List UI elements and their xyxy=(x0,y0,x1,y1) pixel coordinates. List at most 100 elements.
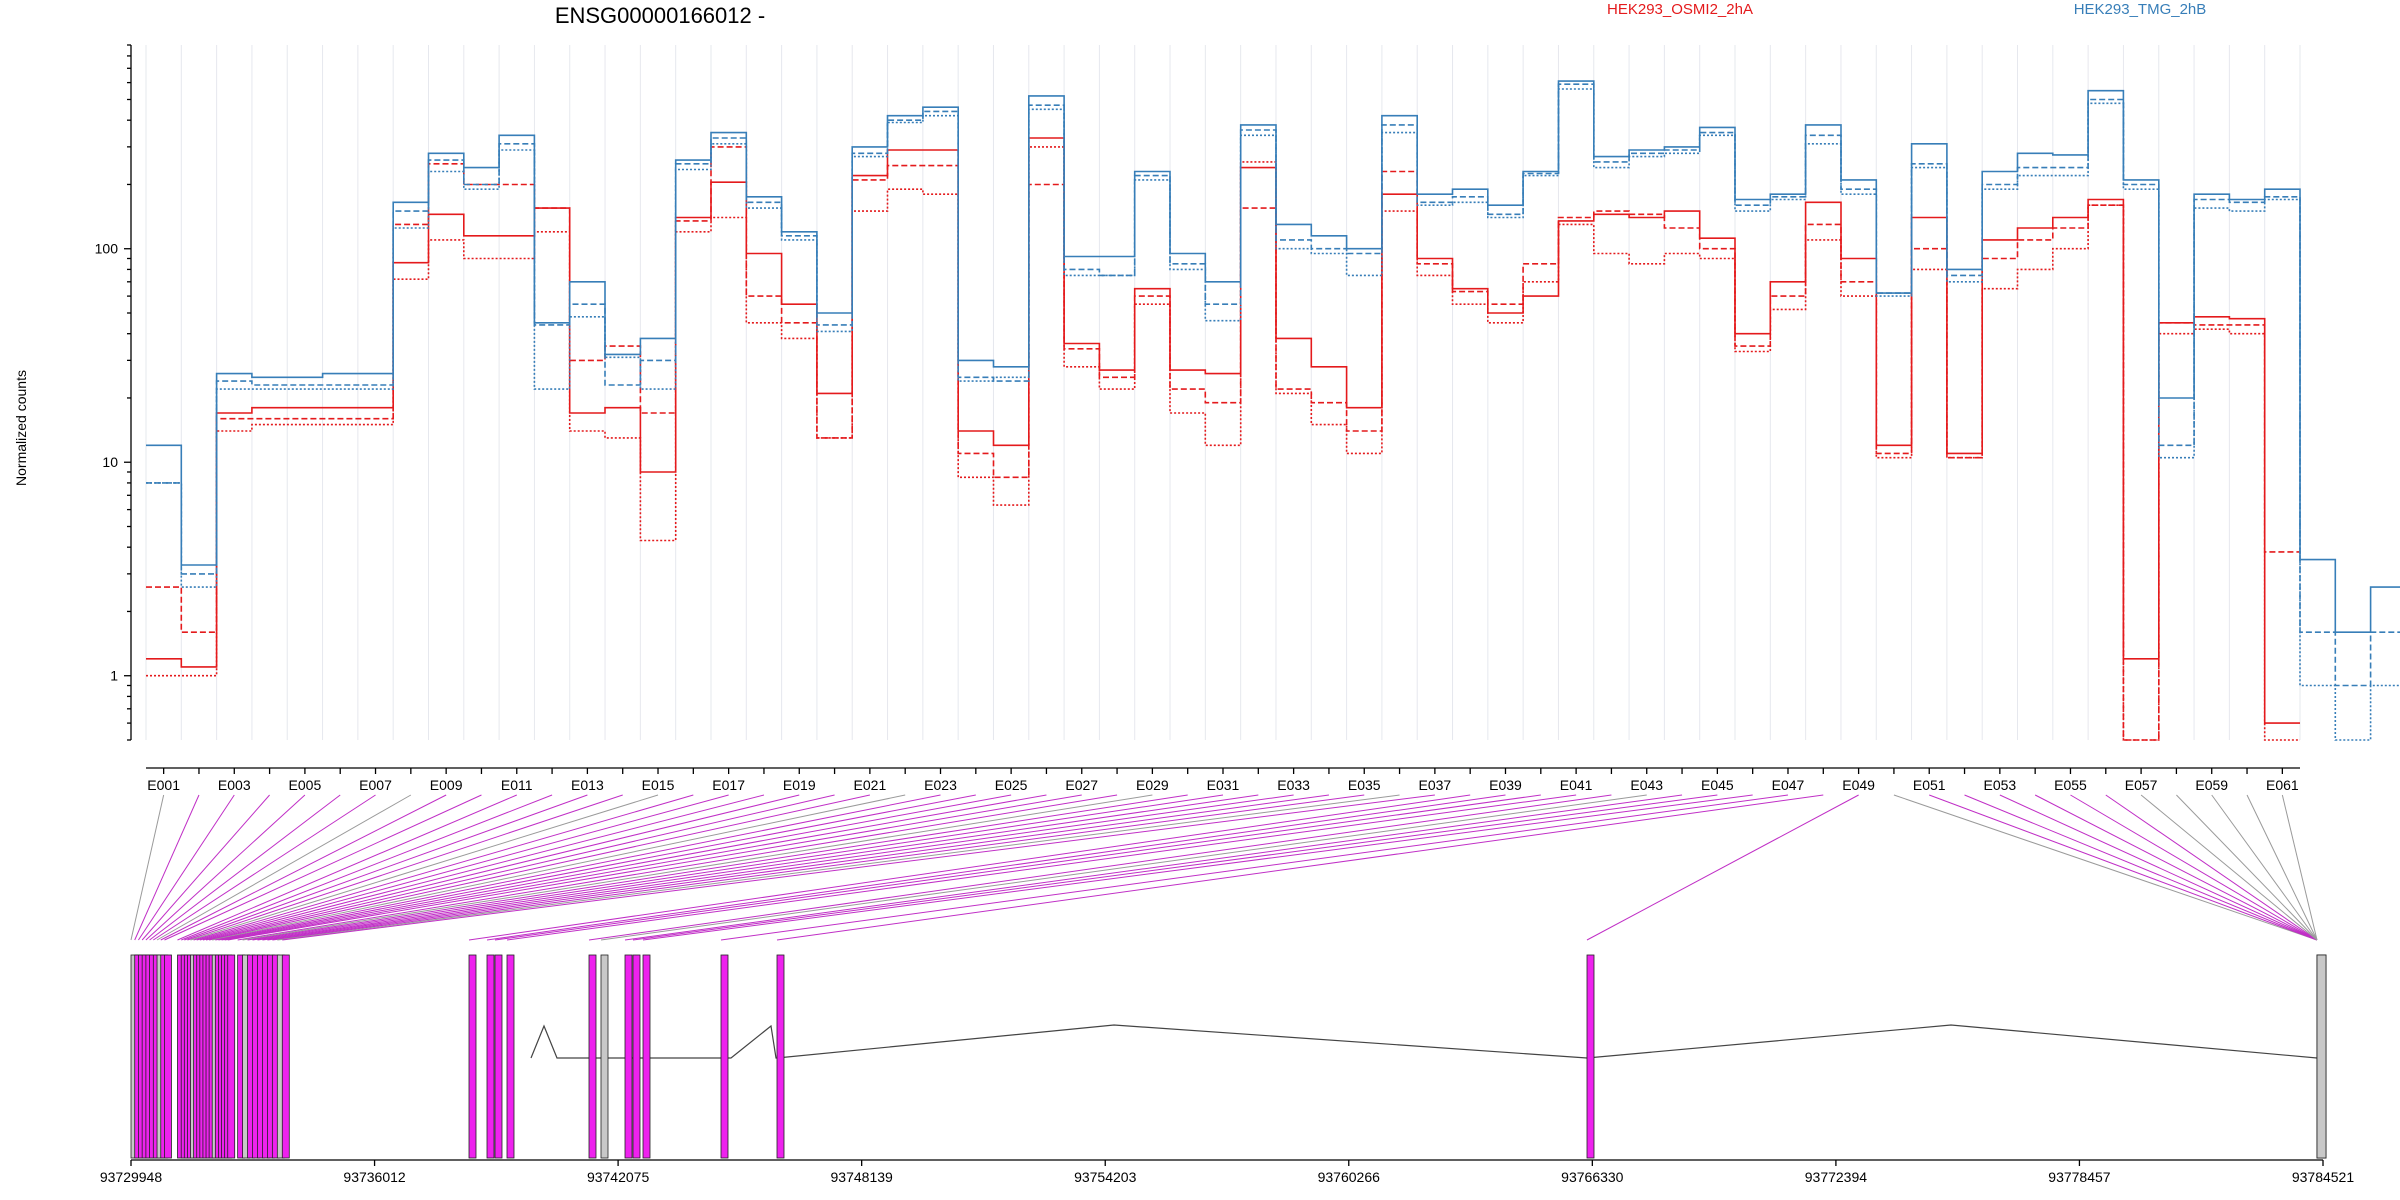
legend-entry-osmi2: HEK293_OSMI2_2hA xyxy=(1607,1,1753,18)
series-lines xyxy=(146,80,2400,741)
exon-connector xyxy=(2034,794,2318,941)
exon-connector xyxy=(224,794,1047,941)
exon-box xyxy=(1586,954,1595,1159)
x-tick-label: E029 xyxy=(1136,777,1169,793)
x-tick-label: E035 xyxy=(1348,777,1381,793)
exon-box xyxy=(506,954,515,1159)
exon-connector xyxy=(215,794,941,941)
exon-connector xyxy=(494,794,1541,941)
x-tick-label: E061 xyxy=(2266,777,2299,793)
exon-connector xyxy=(160,794,447,941)
exon-connector xyxy=(624,794,1683,941)
x-tick-label: E027 xyxy=(1065,777,1098,793)
exon-connector xyxy=(149,794,341,941)
x-tick-label: E043 xyxy=(1630,777,1663,793)
exon-connector xyxy=(187,794,623,941)
exon-connector xyxy=(177,794,517,941)
x-tick-label: E001 xyxy=(147,777,180,793)
exon-connector xyxy=(218,794,976,941)
exon-connector xyxy=(642,794,1753,941)
exon-connector xyxy=(138,794,235,941)
x-tick-label: E023 xyxy=(924,777,957,793)
exon-connector xyxy=(776,794,1824,941)
exon-connector xyxy=(190,794,659,941)
y-tick-label: 1 xyxy=(110,668,118,684)
exon-box xyxy=(600,954,609,1159)
y-axis-label: Normalized counts xyxy=(13,370,29,486)
exon-connector xyxy=(632,794,1718,941)
genomic-tick-label: 93772394 xyxy=(1805,1169,1868,1185)
exon-box xyxy=(164,954,172,1159)
x-tick-label: E033 xyxy=(1277,777,1310,793)
exon-connector xyxy=(1999,794,2318,941)
exon-connector xyxy=(2281,794,2318,941)
exon-connector xyxy=(130,794,165,941)
exon-connector xyxy=(282,794,1435,941)
exon-connector xyxy=(600,794,1647,941)
exon-connector xyxy=(2211,794,2318,941)
exon-connector xyxy=(588,794,1612,941)
exon-box xyxy=(486,954,495,1159)
exon-box xyxy=(624,954,633,1159)
x-tick-label: E049 xyxy=(1842,777,1875,793)
exon-connector xyxy=(145,794,306,941)
exon-connector xyxy=(181,794,553,941)
exon-connector xyxy=(205,794,835,941)
exon-connector xyxy=(2176,794,2318,941)
exon-connector xyxy=(1929,794,2318,941)
x-tick-label: E047 xyxy=(1772,777,1805,793)
exon-connectors xyxy=(130,794,2318,941)
exon-connector xyxy=(184,794,588,941)
exon-connector xyxy=(506,794,1577,941)
exon-connector xyxy=(156,794,412,941)
x-tick-label: E017 xyxy=(712,777,745,793)
genomic-tick-label: 93766330 xyxy=(1561,1169,1624,1185)
x-tick-label: E055 xyxy=(2054,777,2087,793)
exon-box xyxy=(632,954,641,1159)
x-tick-label: E053 xyxy=(1984,777,2017,793)
exon-connector xyxy=(164,794,482,941)
exon-box xyxy=(227,954,236,1159)
exon-connector xyxy=(209,794,870,941)
x-tick-label: E025 xyxy=(995,777,1028,793)
exon-connector xyxy=(252,794,1224,941)
axes: 1 10 100 E001 E003 E005 E007 E009 E011 E013 E015 E0… xyxy=(95,44,2300,793)
y-tick-label: 100 xyxy=(95,241,119,257)
chart-title: ENSG00000166012 - xyxy=(555,3,765,28)
exon-connector xyxy=(1964,794,2318,941)
exon-connector xyxy=(277,794,1400,941)
x-tick-label: E005 xyxy=(289,777,322,793)
exon-connector xyxy=(242,794,1153,941)
x-tick-label: E037 xyxy=(1419,777,1452,793)
exon-connector xyxy=(486,794,1506,941)
exon-connector xyxy=(257,794,1259,941)
exon-connector xyxy=(1586,794,1859,941)
exon-connector xyxy=(141,794,270,941)
exon-connector xyxy=(267,794,1330,941)
exon-connector xyxy=(2140,794,2318,941)
exon-connector xyxy=(237,794,1118,941)
x-tick-label: E011 xyxy=(501,777,533,793)
exon-connector xyxy=(134,794,200,941)
exon-connector xyxy=(227,794,1082,941)
exon-gridlines xyxy=(145,45,2301,740)
genomic-tick-label: 93729948 xyxy=(100,1169,163,1185)
exon-connector xyxy=(221,794,1012,941)
exon-connector xyxy=(262,794,1294,941)
x-tick-label: E021 xyxy=(854,777,887,793)
x-tick-label: E013 xyxy=(571,777,604,793)
exon-connector xyxy=(153,794,376,941)
exon-box xyxy=(494,954,503,1159)
exon-box xyxy=(720,954,729,1159)
x-tick-label: E003 xyxy=(218,777,251,793)
x-tick-label: E009 xyxy=(430,777,463,793)
x-tick-label: E019 xyxy=(783,777,816,793)
legend-entry-tmg: HEK293_TMG_2hB xyxy=(2074,1,2207,18)
series-line-4 xyxy=(146,80,2400,633)
exon-connector xyxy=(720,794,1789,941)
exon-connector xyxy=(272,794,1365,941)
genomic-tick-label: 93778457 xyxy=(2048,1169,2111,1185)
series-line-1 xyxy=(146,137,2300,724)
series-line-5 xyxy=(146,83,2400,687)
